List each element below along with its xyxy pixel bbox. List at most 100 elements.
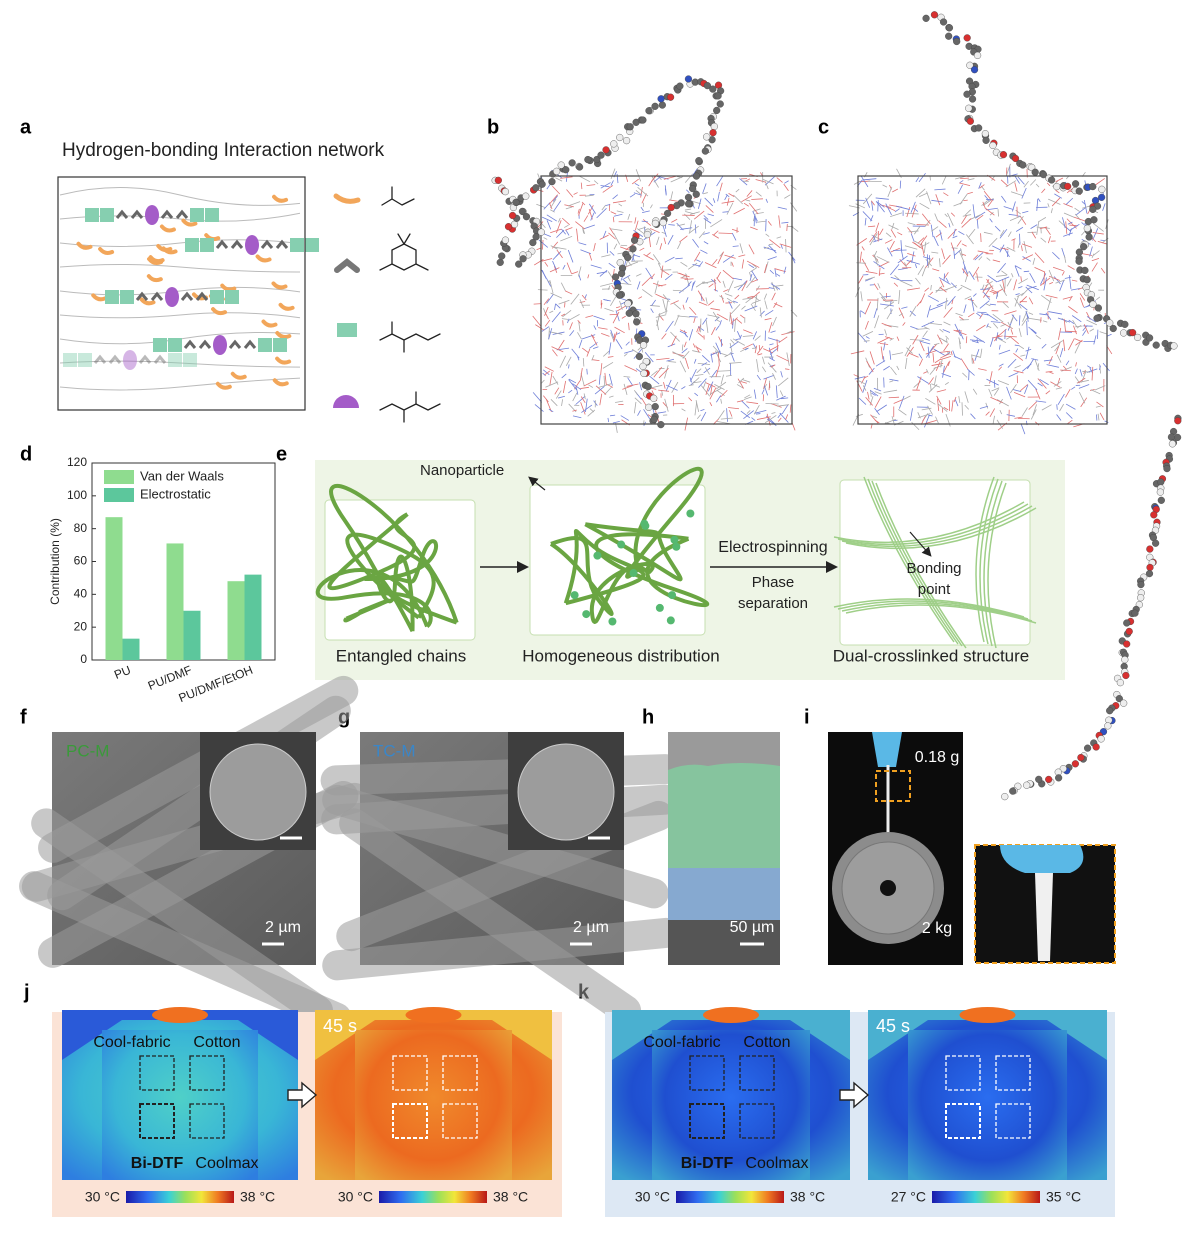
carboxyl bbox=[211, 307, 228, 316]
colorbar-label: 30 °C bbox=[338, 1189, 373, 1205]
solvent bbox=[590, 264, 602, 269]
solvent bbox=[1063, 232, 1073, 237]
solvent bbox=[727, 280, 734, 293]
atom bbox=[630, 236, 639, 244]
solvent bbox=[897, 255, 908, 264]
solvent bbox=[695, 345, 700, 353]
solvent bbox=[1082, 253, 1093, 256]
solvent bbox=[643, 253, 654, 261]
solvent bbox=[748, 264, 755, 269]
solvent bbox=[696, 346, 702, 351]
solvent bbox=[771, 281, 776, 292]
solvent bbox=[679, 360, 687, 373]
solvent bbox=[863, 340, 870, 342]
solvent bbox=[877, 200, 879, 212]
solvent bbox=[739, 243, 744, 254]
solvent bbox=[764, 176, 775, 186]
solvent bbox=[550, 198, 557, 209]
solvent bbox=[568, 379, 577, 391]
solvent bbox=[779, 412, 789, 423]
solvent bbox=[1032, 257, 1036, 265]
solvent bbox=[642, 289, 653, 298]
solvent bbox=[879, 292, 887, 301]
atom bbox=[501, 188, 510, 196]
solvent bbox=[1009, 215, 1021, 222]
solvent bbox=[884, 329, 888, 336]
solvent bbox=[596, 271, 608, 274]
solvent bbox=[902, 395, 911, 400]
urethane bbox=[63, 353, 77, 367]
solvent bbox=[719, 295, 724, 299]
solvent bbox=[550, 228, 562, 234]
solvent bbox=[919, 341, 925, 352]
solvent bbox=[764, 247, 769, 249]
solvent bbox=[1064, 255, 1067, 263]
solvent bbox=[864, 217, 867, 226]
solvent bbox=[907, 227, 913, 234]
atom bbox=[963, 90, 971, 98]
solvent bbox=[1006, 414, 1016, 417]
solvent bbox=[627, 213, 631, 220]
solvent bbox=[681, 344, 684, 351]
solvent bbox=[681, 348, 688, 354]
solvent bbox=[676, 176, 683, 179]
solvent bbox=[942, 339, 948, 343]
solvent bbox=[716, 420, 731, 425]
measure-area bbox=[995, 1055, 1031, 1091]
solvent bbox=[712, 311, 719, 320]
solvent bbox=[1092, 222, 1104, 232]
atom bbox=[1089, 300, 1097, 308]
solvent bbox=[1078, 391, 1086, 404]
solvent bbox=[1006, 278, 1012, 287]
solvent bbox=[893, 249, 907, 251]
atom bbox=[1001, 793, 1009, 801]
cyclohexane bbox=[230, 239, 244, 249]
solvent bbox=[772, 316, 777, 327]
solvent bbox=[853, 180, 861, 185]
solvent bbox=[1022, 210, 1029, 214]
solvent bbox=[600, 182, 611, 189]
fiber bbox=[322, 784, 669, 909]
solvent bbox=[658, 367, 669, 379]
solvent bbox=[986, 278, 994, 290]
solvent bbox=[670, 191, 674, 201]
solvent bbox=[579, 301, 586, 303]
solvent bbox=[1013, 279, 1017, 291]
atom bbox=[1071, 180, 1080, 188]
solvent bbox=[973, 293, 977, 297]
solvent bbox=[921, 243, 925, 257]
solvent bbox=[906, 347, 913, 354]
torso bbox=[355, 1030, 512, 1180]
solvent bbox=[730, 303, 741, 315]
neck bbox=[152, 1007, 208, 1023]
solvent bbox=[716, 271, 722, 279]
solvent bbox=[867, 225, 876, 228]
solvent bbox=[865, 271, 878, 274]
solvent bbox=[615, 306, 621, 309]
solvent bbox=[889, 350, 892, 360]
solvent bbox=[1050, 340, 1064, 349]
solvent bbox=[778, 336, 788, 343]
solvent bbox=[1100, 267, 1106, 274]
carboxyl bbox=[76, 241, 93, 250]
fabric-label: Bi-DTF bbox=[131, 1155, 184, 1172]
solvent bbox=[1094, 385, 1106, 391]
measure-area bbox=[139, 1103, 175, 1139]
atom bbox=[692, 172, 701, 180]
solvent bbox=[963, 304, 967, 313]
solvent bbox=[929, 304, 943, 311]
atom bbox=[1129, 328, 1137, 337]
atom bbox=[644, 383, 652, 391]
solvent bbox=[883, 365, 890, 371]
solvent bbox=[1045, 390, 1051, 395]
solvent bbox=[996, 328, 1007, 338]
solvent bbox=[651, 176, 659, 188]
solvent bbox=[621, 315, 626, 319]
fiber-section bbox=[517, 743, 615, 841]
solvent bbox=[1008, 372, 1019, 378]
colorbar-label: 27 °C bbox=[891, 1189, 926, 1205]
atom bbox=[1011, 154, 1020, 163]
solvent bbox=[1075, 207, 1086, 216]
